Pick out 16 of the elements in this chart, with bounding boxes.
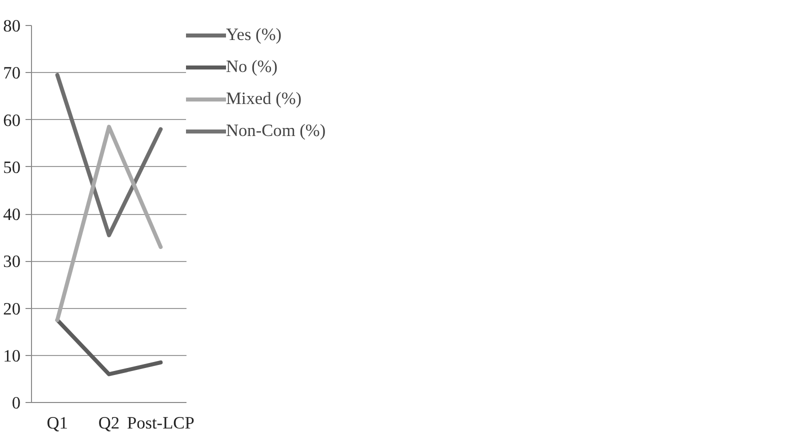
y-tick-label: 20: [3, 299, 20, 318]
y-tick-label: 60: [3, 110, 20, 130]
x-tick-label: Q2: [98, 414, 120, 432]
y-tick-label: 80: [3, 16, 20, 36]
x-tick-label: Post-LCP: [126, 414, 194, 432]
y-tick-label: 50: [3, 158, 20, 177]
y-tick-label: 30: [3, 252, 20, 272]
y-tick-label: 40: [3, 205, 20, 224]
legend-label: No (%): [226, 57, 278, 77]
y-tick-label: 70: [3, 64, 20, 83]
x-tick-label: Q1: [46, 414, 68, 432]
legend-label: Non-Com (%): [226, 121, 326, 141]
y-tick-label: 0: [12, 394, 21, 412]
y-tick-label: 10: [3, 346, 20, 366]
legend-label: Yes (%): [226, 25, 282, 45]
legend-label: Mixed (%): [226, 89, 302, 109]
